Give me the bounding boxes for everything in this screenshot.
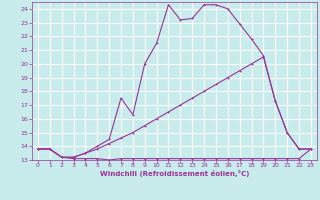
X-axis label: Windchill (Refroidissement éolien,°C): Windchill (Refroidissement éolien,°C) (100, 170, 249, 177)
